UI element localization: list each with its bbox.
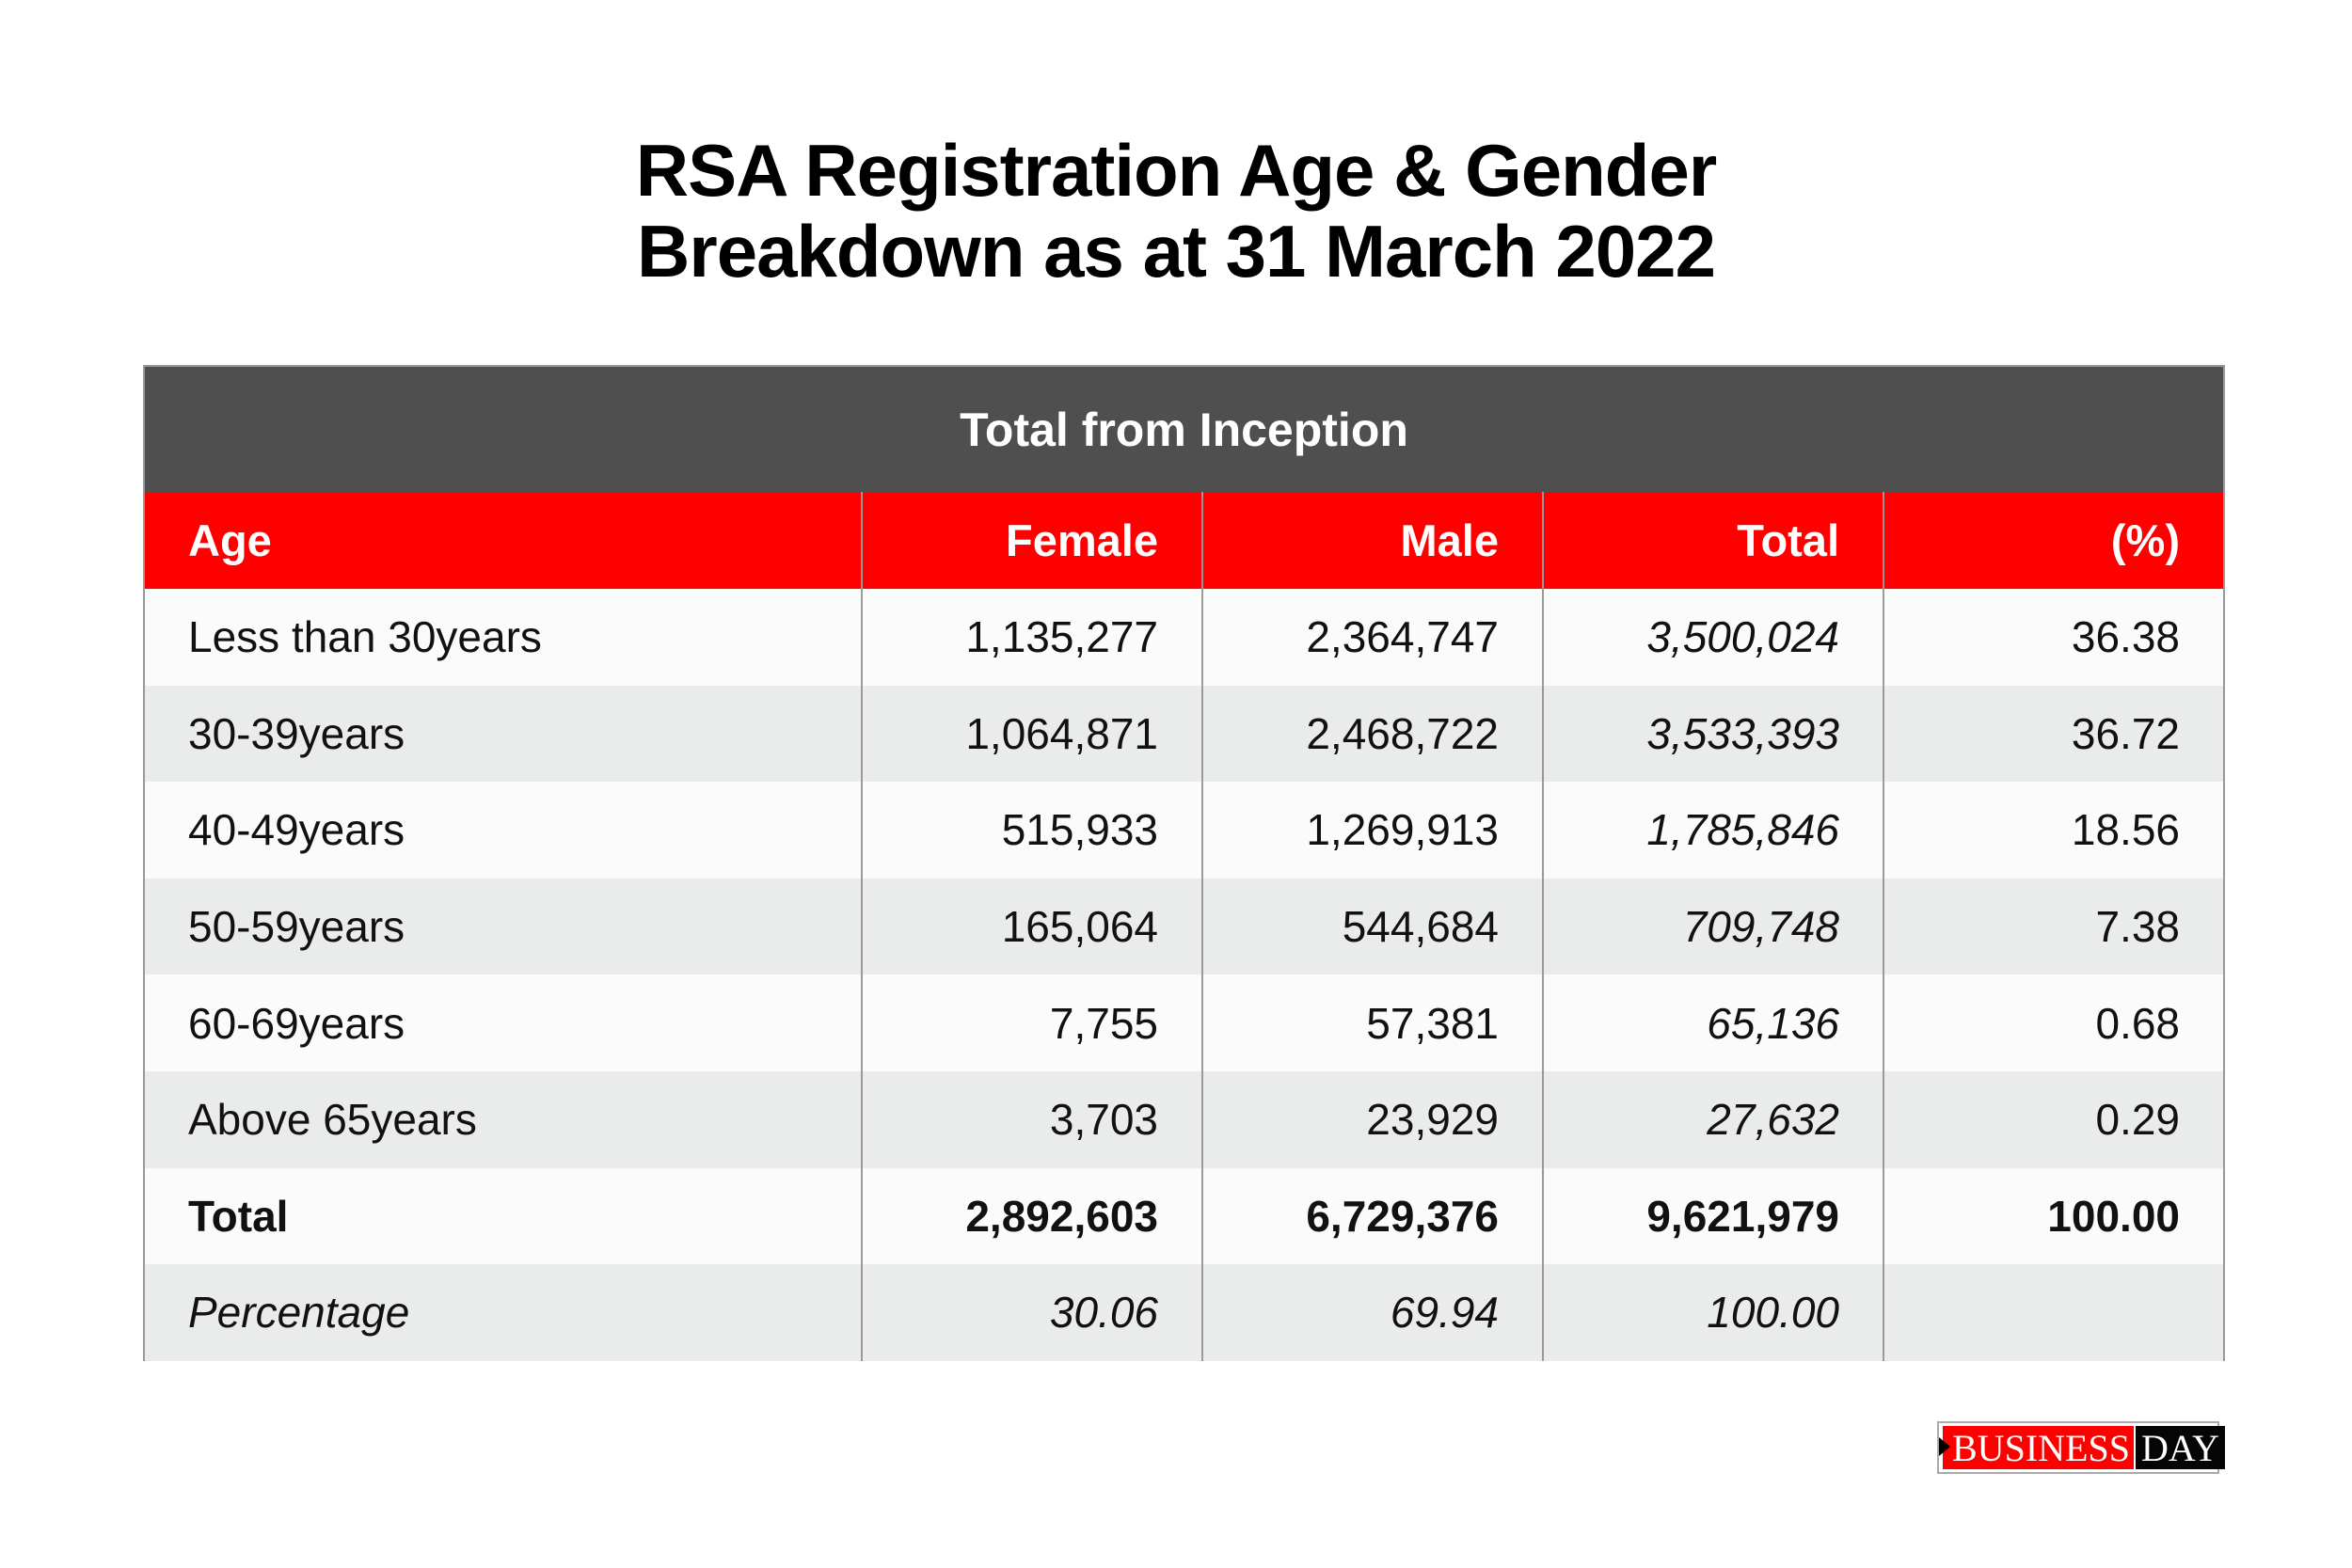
cell: 3,533,393 bbox=[1542, 685, 1883, 783]
cell: 7,755 bbox=[861, 974, 1201, 1071]
cell: 6,729,376 bbox=[1201, 1167, 1542, 1265]
cell: 40-49years bbox=[188, 805, 405, 855]
table-row: 60-69years 7,755 57,381 65,136 0.68 bbox=[145, 974, 2223, 1071]
cell: Total bbox=[188, 1191, 289, 1241]
table-row: Less than 30years 1,135,277 2,364,747 3,500… bbox=[145, 589, 2223, 686]
cell: 36.38 bbox=[1883, 589, 2223, 686]
cell: 1,269,913 bbox=[1201, 782, 1542, 879]
cell: 165,064 bbox=[861, 878, 1201, 975]
logo-day: DAY bbox=[2135, 1426, 2225, 1469]
cell: 709,748 bbox=[1542, 878, 1883, 975]
data-table: Total from Inception Age Female Male Tot… bbox=[143, 365, 2225, 1361]
cell: 36.72 bbox=[1883, 685, 2223, 783]
title-line-1: RSA Registration Age & Gender bbox=[635, 129, 1717, 212]
percentage-row: Percentage 30.06 69.94 100.00 bbox=[145, 1264, 2223, 1361]
cell: 0.29 bbox=[1883, 1070, 2223, 1168]
cell: 100.00 bbox=[1883, 1167, 2223, 1265]
total-row: Total 2,892,603 6,729,376 9,621,979 100.… bbox=[145, 1167, 2223, 1265]
cell: 0.68 bbox=[1883, 974, 2223, 1071]
cell: 9,621,979 bbox=[1542, 1167, 1883, 1265]
cell: 2,892,603 bbox=[861, 1167, 1201, 1265]
header-percent: (%) bbox=[1883, 492, 2223, 589]
cell: 3,703 bbox=[861, 1070, 1201, 1168]
cell: 23,929 bbox=[1201, 1070, 1542, 1168]
cell: 2,364,747 bbox=[1201, 589, 1542, 686]
table-row: Above 65years 3,703 23,929 27,632 0.29 bbox=[145, 1070, 2223, 1168]
header-row: Age Female Male Total (%) bbox=[145, 492, 2223, 589]
table-row: 50-59years 165,064 544,684 709,748 7.38 bbox=[145, 878, 2223, 975]
header-female: Female bbox=[861, 492, 1201, 589]
cell: Percentage bbox=[188, 1288, 410, 1338]
cell: 50-59years bbox=[188, 902, 405, 952]
page-title: RSA Registration Age & Gender Breakdown … bbox=[0, 130, 2352, 292]
businessday-logo: BUSINESS DAY bbox=[1937, 1421, 2225, 1474]
header-total: Total bbox=[1542, 492, 1883, 589]
table-row: 30-39years 1,064,871 2,468,722 3,533,393 36.… bbox=[145, 685, 2223, 783]
cell: 544,684 bbox=[1201, 878, 1542, 975]
cell: 515,933 bbox=[861, 782, 1201, 879]
cell: 7.38 bbox=[1883, 878, 2223, 975]
cell: 100.00 bbox=[1542, 1264, 1883, 1361]
cell: 18.56 bbox=[1883, 782, 2223, 879]
table-band-title: Total from Inception bbox=[145, 367, 2223, 492]
cell: Less than 30years bbox=[188, 612, 542, 662]
cell: 1,064,871 bbox=[861, 685, 1201, 783]
cell: 65,136 bbox=[1542, 974, 1883, 1071]
logo-business: BUSINESS bbox=[1939, 1426, 2134, 1469]
cell: 3,500,024 bbox=[1542, 589, 1883, 686]
cell: 69.94 bbox=[1201, 1264, 1542, 1361]
header-age: Age bbox=[188, 515, 272, 565]
table-row: 40-49years 515,933 1,269,913 1,785,846 18.56 bbox=[145, 782, 2223, 879]
cell bbox=[1883, 1264, 2223, 1361]
cell: 60-69years bbox=[188, 998, 405, 1048]
cell: 27,632 bbox=[1542, 1070, 1883, 1168]
cell: 57,381 bbox=[1201, 974, 1542, 1071]
cell: 30.06 bbox=[861, 1264, 1201, 1361]
header-male: Male bbox=[1201, 492, 1542, 589]
cell: Above 65years bbox=[188, 1095, 477, 1145]
cell: 2,468,722 bbox=[1201, 685, 1542, 783]
cell: 30-39years bbox=[188, 708, 405, 758]
cell: 1,785,846 bbox=[1542, 782, 1883, 879]
title-line-2: Breakdown as at 31 March 2022 bbox=[637, 210, 1716, 293]
cell: 1,135,277 bbox=[861, 589, 1201, 686]
